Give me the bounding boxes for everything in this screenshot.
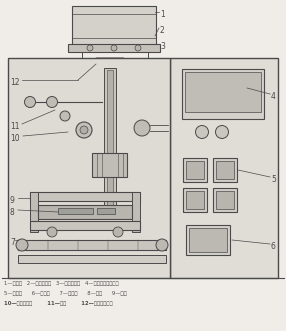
Bar (216, 191, 234, 209)
Text: 1: 1 (160, 10, 165, 19)
Bar (183, 158, 207, 182)
Circle shape (113, 227, 123, 237)
Bar (30, 192, 38, 232)
Bar (97, 208, 115, 214)
Circle shape (156, 239, 168, 251)
Text: 12: 12 (10, 78, 19, 87)
Text: 2: 2 (160, 26, 165, 35)
Text: 1—供料盘   2—供料吹气口   3—分离吹气口   4—触摸屏及控制按组: 1—供料盘 2—供料吹气口 3—分离吹气口 4—触摸屏及控制按组 (4, 281, 119, 286)
Text: 5—气阀组      6—变频器      7—传送带      8—切刀      9—横封: 5—气阀组 6—变频器 7—传送带 8—切刀 9—横封 (4, 291, 127, 296)
Circle shape (47, 97, 57, 108)
Circle shape (215, 125, 229, 138)
Bar (213, 188, 237, 212)
Bar (182, 69, 264, 119)
Bar (58, 208, 93, 214)
Circle shape (25, 97, 35, 108)
Bar (186, 225, 230, 255)
Circle shape (87, 45, 93, 51)
Bar (216, 161, 234, 179)
Text: 9: 9 (10, 196, 15, 205)
Text: 5: 5 (271, 175, 276, 184)
Bar (8, 58, 170, 278)
Bar (185, 72, 261, 112)
Text: 10: 10 (10, 134, 20, 143)
Bar (72, 6, 156, 46)
Bar (170, 58, 278, 278)
Circle shape (134, 120, 150, 136)
Bar (213, 158, 237, 182)
Text: 3: 3 (160, 42, 165, 51)
Text: 6: 6 (271, 242, 276, 251)
Circle shape (16, 239, 28, 251)
Circle shape (135, 45, 141, 51)
Bar (18, 255, 166, 263)
Bar (189, 228, 227, 252)
Circle shape (76, 122, 92, 138)
Circle shape (80, 126, 88, 134)
Bar (68, 44, 160, 52)
Circle shape (196, 125, 208, 138)
Bar (186, 161, 204, 179)
Bar (183, 188, 207, 212)
Bar (30, 221, 140, 230)
Circle shape (111, 45, 117, 51)
Bar (30, 192, 140, 201)
Bar (92, 153, 127, 177)
Bar (107, 70, 113, 211)
Bar (132, 192, 140, 232)
Polygon shape (96, 58, 124, 68)
Text: 7: 7 (10, 238, 15, 247)
Circle shape (47, 227, 57, 237)
Bar (18, 240, 166, 250)
Text: 8: 8 (10, 208, 15, 217)
Bar (104, 68, 116, 213)
Text: 10—纵封拿引轮        11—纵封        12—包装装成型器: 10—纵封拿引轮 11—纵封 12—包装装成型器 (4, 301, 113, 306)
Text: 4: 4 (271, 92, 276, 101)
Text: 11: 11 (10, 122, 19, 131)
Bar (186, 191, 204, 209)
Circle shape (60, 111, 70, 121)
Bar (38, 205, 132, 219)
